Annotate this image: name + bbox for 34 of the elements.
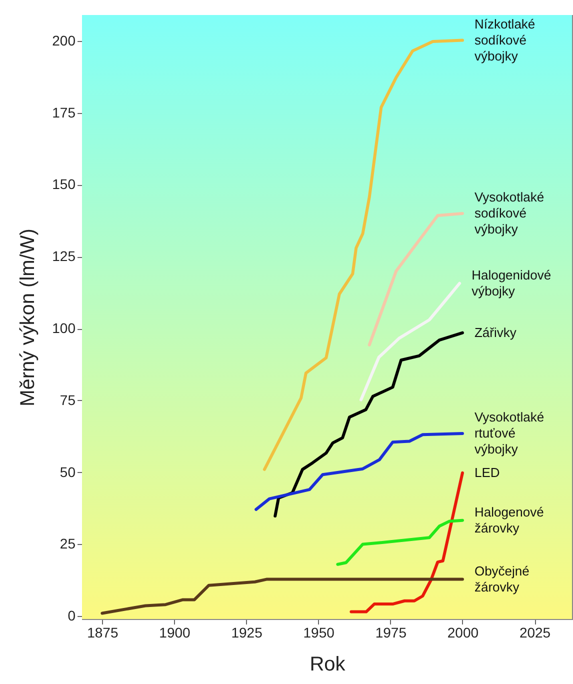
y-tick-label: 175	[52, 104, 76, 120]
y-tick-label: 200	[52, 32, 76, 48]
y-tick-label: 25	[60, 536, 76, 552]
y-tick-label: 50	[60, 464, 76, 480]
series-label: LED	[474, 464, 500, 480]
x-tick-label: 1875	[87, 624, 118, 640]
x-tick-label: 1975	[375, 624, 407, 640]
series-label: Vysokotlaké rtuťové výbojky	[474, 409, 544, 456]
series-label: Obyčejné žárovky	[474, 563, 530, 594]
x-tick-label: 2025	[519, 624, 551, 640]
line-series	[274, 331, 464, 518]
x-tick-label: 2000	[447, 624, 479, 640]
y-tick-label: 100	[52, 320, 76, 336]
x-tick-label: 1900	[159, 624, 191, 640]
line-series	[350, 471, 464, 614]
series-label: Zářivky	[474, 324, 517, 340]
series-label: Halogenové žárovky	[474, 504, 544, 536]
y-axis-title: Měrný výkon (lm/W)	[17, 228, 40, 406]
line-series	[100, 578, 464, 615]
line-series	[262, 38, 464, 471]
line-series	[360, 282, 462, 402]
y-tick-label: 75	[60, 392, 76, 408]
x-tick-label: 1925	[231, 624, 263, 640]
series-label: Halogenidové výbojky	[472, 267, 552, 298]
series-label: Nízkotlaké sodíkové výbojky	[474, 16, 536, 64]
line-series	[336, 518, 464, 566]
line-series	[368, 212, 464, 346]
y-tick-label: 0	[68, 608, 76, 624]
x-tick-label: 1950	[303, 624, 335, 640]
series-label: Vysokotlaké sodíkové výbojky	[474, 189, 544, 236]
line-series	[254, 432, 464, 511]
y-tick-label: 150	[52, 176, 76, 192]
y-tick-label: 125	[52, 248, 76, 264]
x-axis-title: Rok	[310, 654, 346, 676]
